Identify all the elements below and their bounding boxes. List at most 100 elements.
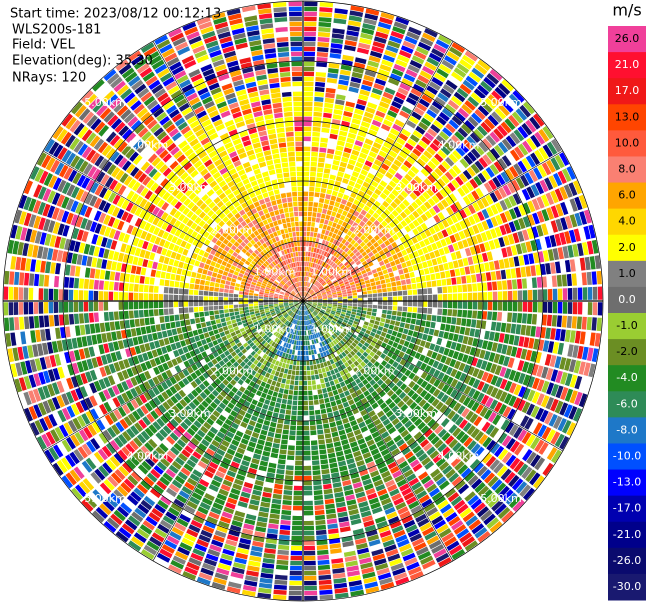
radar-bin: [180, 171, 189, 181]
radar-bin: [164, 279, 170, 287]
radar-bin: [306, 236, 310, 242]
radar-bin: [366, 286, 372, 291]
radar-bin: [342, 115, 352, 123]
radar-bin: [396, 285, 402, 291]
radar-bin: [531, 198, 541, 211]
radar-bin: [387, 40, 401, 49]
radar-bin: [281, 434, 289, 440]
radar-bin: [399, 274, 405, 280]
radar-bin: [277, 263, 282, 269]
radar-bin: [146, 119, 158, 130]
radar-bin: [389, 249, 396, 256]
radar-bin: [596, 270, 602, 285]
radar-bin: [227, 192, 235, 200]
radar-bin: [540, 263, 546, 275]
radar-bin: [308, 262, 311, 267]
radar-bin: [311, 151, 318, 157]
radar-bin: [388, 221, 396, 229]
radar-bin: [416, 185, 425, 194]
radar-bin: [281, 362, 286, 368]
radar-bin: [395, 206, 403, 214]
radar-bin: [400, 164, 410, 173]
radar-bin: [426, 85, 438, 95]
radar-bin: [316, 292, 321, 295]
radar-bin: [305, 293, 309, 297]
radar-bin: [324, 102, 334, 109]
radar-bin: [339, 226, 345, 232]
radar-bin: [229, 285, 235, 290]
radar-bin: [276, 423, 283, 429]
radar-bin: [264, 48, 276, 54]
radar-bin: [223, 301, 229, 305]
radar-bin: [444, 103, 456, 114]
radar-bin: [378, 150, 388, 158]
radar-bin: [295, 262, 298, 267]
radar-bin: [468, 71, 482, 83]
radar-bin: [221, 154, 230, 163]
radar-bin: [278, 275, 283, 280]
radar-bin: [326, 290, 331, 294]
radar-bin: [291, 284, 295, 289]
radar-bin: [328, 63, 340, 69]
radar-bin: [338, 262, 344, 268]
radar-bin: [385, 278, 391, 283]
radar-bin: [363, 276, 369, 281]
radar-bin: [236, 205, 243, 212]
radar-bin: [325, 252, 330, 258]
radar-bin: [163, 100, 175, 111]
radar-bin: [123, 283, 129, 292]
radar-bin: [244, 166, 253, 173]
radar-bin: [223, 305, 229, 309]
radar-bin: [207, 45, 221, 54]
radar-bin: [323, 107, 333, 114]
radar-bin: [231, 155, 240, 163]
radar-bin: [308, 201, 313, 207]
radar-bin: [293, 355, 297, 360]
radar-bin: [507, 234, 515, 245]
radar-bin: [83, 313, 90, 324]
radar-bin: [441, 107, 453, 118]
radar-bin: [204, 311, 210, 317]
radar-bin: [200, 137, 210, 146]
radar-bin: [118, 292, 124, 301]
radar-bin: [322, 298, 328, 300]
radar-bin: [478, 141, 489, 153]
radar-bin: [223, 50, 236, 59]
radar-bin: [462, 284, 468, 292]
radar-bin: [388, 229, 396, 236]
radar-bin: [83, 290, 89, 301]
radar-bin: [244, 309, 250, 314]
radar-bin: [338, 242, 344, 249]
radar-bin: [203, 332, 210, 338]
radar-bin: [483, 76, 496, 89]
radar-bin: [316, 172, 323, 178]
radar-bin: [303, 206, 308, 212]
radar-bin: [259, 89, 270, 96]
radar-bin: [43, 302, 49, 314]
radar-bin: [218, 269, 224, 275]
radar-bin: [237, 321, 243, 326]
radar-bin: [233, 294, 239, 298]
radar-bin: [271, 227, 276, 233]
radar-bin: [260, 429, 268, 436]
radar-bin: [273, 220, 278, 227]
radar-bin: [301, 281, 303, 287]
radar-bin: [531, 226, 539, 238]
radar-bin: [137, 257, 144, 266]
radar-bin: [216, 145, 226, 154]
radar-bin: [313, 111, 322, 117]
radar-bin: [348, 219, 355, 226]
radar-bin: [405, 278, 411, 285]
radar-bin: [303, 181, 309, 187]
radar-bin: [341, 221, 348, 228]
radar-bin: [219, 265, 226, 271]
radar-bin: [468, 215, 476, 226]
radar-bin: [187, 179, 196, 188]
radar-bin: [354, 108, 364, 116]
radar-bin: [532, 289, 538, 301]
radar-bin: [249, 289, 255, 293]
radar-bin: [429, 184, 439, 194]
radar-bin: [224, 119, 235, 128]
radar-bin: [222, 216, 230, 223]
radar-bin: [387, 132, 397, 141]
